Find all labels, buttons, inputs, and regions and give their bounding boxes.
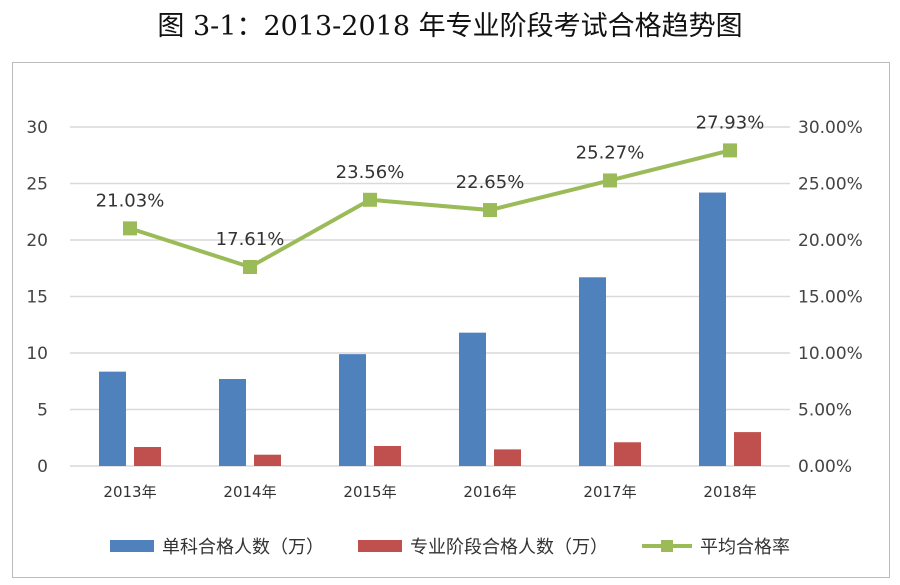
- line-marker: [723, 143, 737, 158]
- bar-单科合格人数（万）: [339, 354, 366, 466]
- line-marker: [123, 221, 137, 236]
- chart-title: 图 3-1：2013-2018 年专业阶段考试合格趋势图: [157, 11, 743, 42]
- line-marker: [603, 173, 617, 188]
- line-marker: [243, 260, 257, 275]
- bar-专业阶段合格人数（万）: [254, 454, 281, 466]
- bar-单科合格人数（万）: [219, 378, 246, 466]
- data-label: 25.27%: [576, 142, 645, 163]
- legend-label: 专业阶段合格人数（万）: [410, 537, 608, 558]
- legend-label: 单科合格人数（万）: [162, 537, 324, 558]
- bar-单科合格人数（万）: [579, 277, 606, 466]
- right-tick-label: 0.00%: [798, 457, 852, 477]
- bar-专业阶段合格人数（万）: [494, 449, 521, 466]
- bar-单科合格人数（万）: [99, 371, 126, 466]
- category-label: 2016年: [463, 483, 516, 501]
- bar-单科合格人数（万）: [459, 332, 486, 466]
- right-tick-label: 20.00%: [798, 231, 863, 251]
- right-tick-label: 15.00%: [798, 288, 863, 308]
- right-tick-label: 10.00%: [798, 344, 863, 364]
- legend-item-bar1: 单科合格人数（万）: [110, 533, 324, 559]
- data-label: 23.56%: [336, 162, 405, 183]
- left-tick-label: 10: [26, 344, 48, 364]
- bar-单科合格人数（万）: [699, 192, 726, 467]
- category-label: 2014年: [223, 483, 276, 501]
- bar-专业阶段合格人数（万）: [614, 442, 641, 466]
- data-label: 17.61%: [216, 229, 285, 250]
- legend: 单科合格人数（万） 专业阶段合格人数（万） 平均合格率: [0, 533, 900, 559]
- left-tick-label: 25: [26, 175, 48, 195]
- data-label: 21.03%: [96, 190, 165, 211]
- legend-item-line: 平均合格率: [642, 533, 790, 559]
- legend-swatch: [110, 540, 154, 552]
- category-label: 2013年: [103, 483, 156, 501]
- category-label: 2015年: [343, 483, 396, 501]
- data-label: 27.93%: [696, 112, 765, 133]
- right-tick-label: 25.00%: [798, 175, 863, 195]
- left-tick-label: 5: [37, 401, 48, 421]
- data-label: 22.65%: [456, 172, 525, 193]
- legend-swatch: [642, 540, 692, 552]
- line-marker: [483, 203, 497, 218]
- bar-专业阶段合格人数（万）: [734, 432, 761, 466]
- line-series: [129, 148, 731, 270]
- legend-swatch: [358, 540, 402, 552]
- right-tick-label: 5.00%: [798, 401, 852, 421]
- chart-frame: [12, 62, 890, 578]
- left-tick-label: 0: [37, 457, 48, 477]
- legend-label: 平均合格率: [700, 537, 790, 558]
- bar-专业阶段合格人数（万）: [134, 447, 161, 466]
- category-label: 2017年: [583, 483, 636, 501]
- right-tick-label: 30.00%: [798, 118, 863, 138]
- line-marker: [363, 192, 377, 207]
- category-label: 2018年: [703, 483, 756, 501]
- left-tick-label: 30: [26, 118, 48, 138]
- left-tick-label: 20: [26, 231, 48, 251]
- bar-专业阶段合格人数（万）: [374, 445, 401, 466]
- legend-item-bar2: 专业阶段合格人数（万）: [358, 533, 608, 559]
- left-tick-label: 15: [26, 288, 48, 308]
